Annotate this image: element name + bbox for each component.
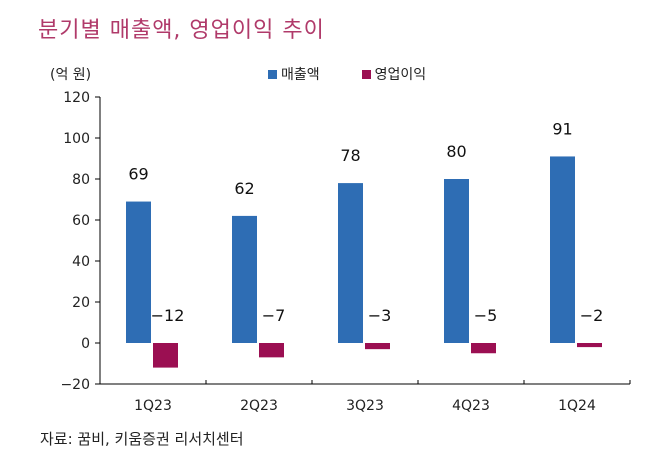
data-label-operating-profit: −12 bbox=[151, 306, 185, 325]
x-tick-label: 4Q23 bbox=[452, 398, 490, 414]
data-label-operating-profit: −3 bbox=[368, 306, 392, 325]
y-tick-label: 0 bbox=[81, 336, 90, 352]
x-tick-label: 2Q23 bbox=[240, 398, 278, 414]
source-note: 자료: 꿈비, 키움증권 리서치센터 bbox=[40, 430, 244, 448]
bar-operating-profit bbox=[153, 343, 178, 368]
bar-sales bbox=[126, 201, 151, 343]
legend-swatch-operating-profit bbox=[361, 69, 371, 79]
y-tick-label: 80 bbox=[72, 172, 90, 188]
data-label-sales: 69 bbox=[128, 165, 148, 184]
y-tick-label: 120 bbox=[63, 90, 90, 106]
bar-operating-profit bbox=[471, 343, 496, 354]
data-label-sales: 91 bbox=[552, 119, 572, 138]
legend-label-sales: 매출액 bbox=[281, 67, 320, 83]
bar-operating-profit bbox=[365, 343, 390, 350]
chart-title: 분기별 매출액, 영업이익 추이 bbox=[38, 18, 325, 43]
y-tick-label: 60 bbox=[72, 213, 90, 229]
legend-entry-sales: 매출액 bbox=[268, 64, 320, 84]
legend-label-operating-profit: 영업이익 bbox=[374, 67, 427, 83]
y-tick-label: −20 bbox=[60, 377, 90, 393]
bar-sales bbox=[338, 183, 363, 343]
y-axis-unit: (억 원) bbox=[50, 67, 92, 83]
x-tick-label: 3Q23 bbox=[346, 398, 384, 414]
bar-operating-profit bbox=[259, 343, 284, 358]
y-tick-label: 20 bbox=[72, 295, 90, 311]
legend-swatch-sales bbox=[268, 69, 277, 79]
x-tick-label: 1Q24 bbox=[558, 398, 596, 414]
y-tick-label: 100 bbox=[63, 131, 90, 147]
legend: 매출액 영업이익 bbox=[268, 64, 460, 84]
bar-sales bbox=[232, 215, 257, 343]
data-label-sales: 78 bbox=[340, 146, 360, 165]
data-label-operating-profit: −5 bbox=[474, 306, 498, 325]
bar-operating-profit bbox=[577, 343, 602, 348]
data-label-operating-profit: −2 bbox=[580, 306, 604, 325]
data-label-sales: 80 bbox=[446, 142, 466, 161]
bar-sales bbox=[550, 156, 575, 343]
bar-sales bbox=[444, 179, 469, 343]
x-tick-label: 1Q23 bbox=[134, 398, 172, 414]
legend-entry-operating-profit: 영업이익 bbox=[361, 64, 427, 84]
y-tick-label: 40 bbox=[72, 254, 90, 270]
data-label-sales: 62 bbox=[234, 179, 254, 198]
data-label-operating-profit: −7 bbox=[262, 306, 286, 325]
